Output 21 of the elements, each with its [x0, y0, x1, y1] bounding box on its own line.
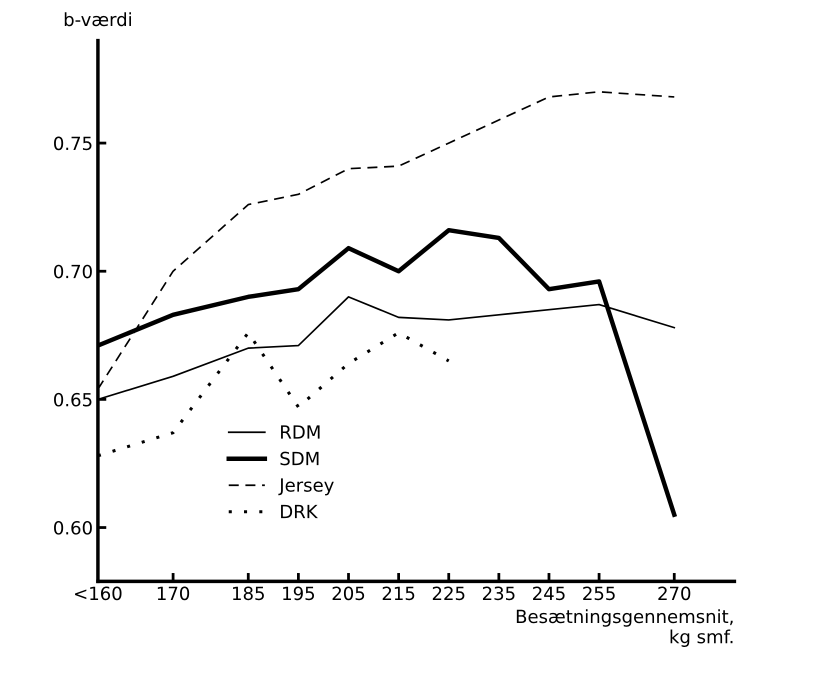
legend-label: SDM	[280, 452, 318, 466]
legend-label: DRK	[281, 504, 318, 518]
x-tick-label: 245	[533, 586, 565, 600]
y-tick-label: 0.60	[54, 520, 92, 535]
x-tick-label: 195	[283, 586, 314, 600]
x-tick-label: 225	[432, 586, 464, 600]
y-tick-label: 0.70	[54, 264, 92, 278]
x-tick-label: 170	[158, 586, 190, 600]
y-tick-label: 0.65	[54, 392, 92, 406]
y-axis-title: b-værdi	[64, 12, 131, 26]
x-tick-label: 185	[233, 586, 264, 600]
x-tick-label: 235	[482, 586, 515, 600]
x-axis-title: Besætningsgennemsnit, kg smf.	[516, 609, 733, 647]
x-tick-label: <160	[75, 586, 122, 600]
legend-label: RDM	[281, 425, 320, 439]
x-tick-label: 205	[332, 586, 364, 600]
x-tick-label: 270	[658, 586, 690, 600]
x-tick-label: 215	[382, 586, 414, 600]
x-tick-label: 255	[583, 586, 615, 600]
y-tick-label: 0.75	[54, 136, 92, 150]
legend-label: Jersey	[278, 478, 334, 496]
